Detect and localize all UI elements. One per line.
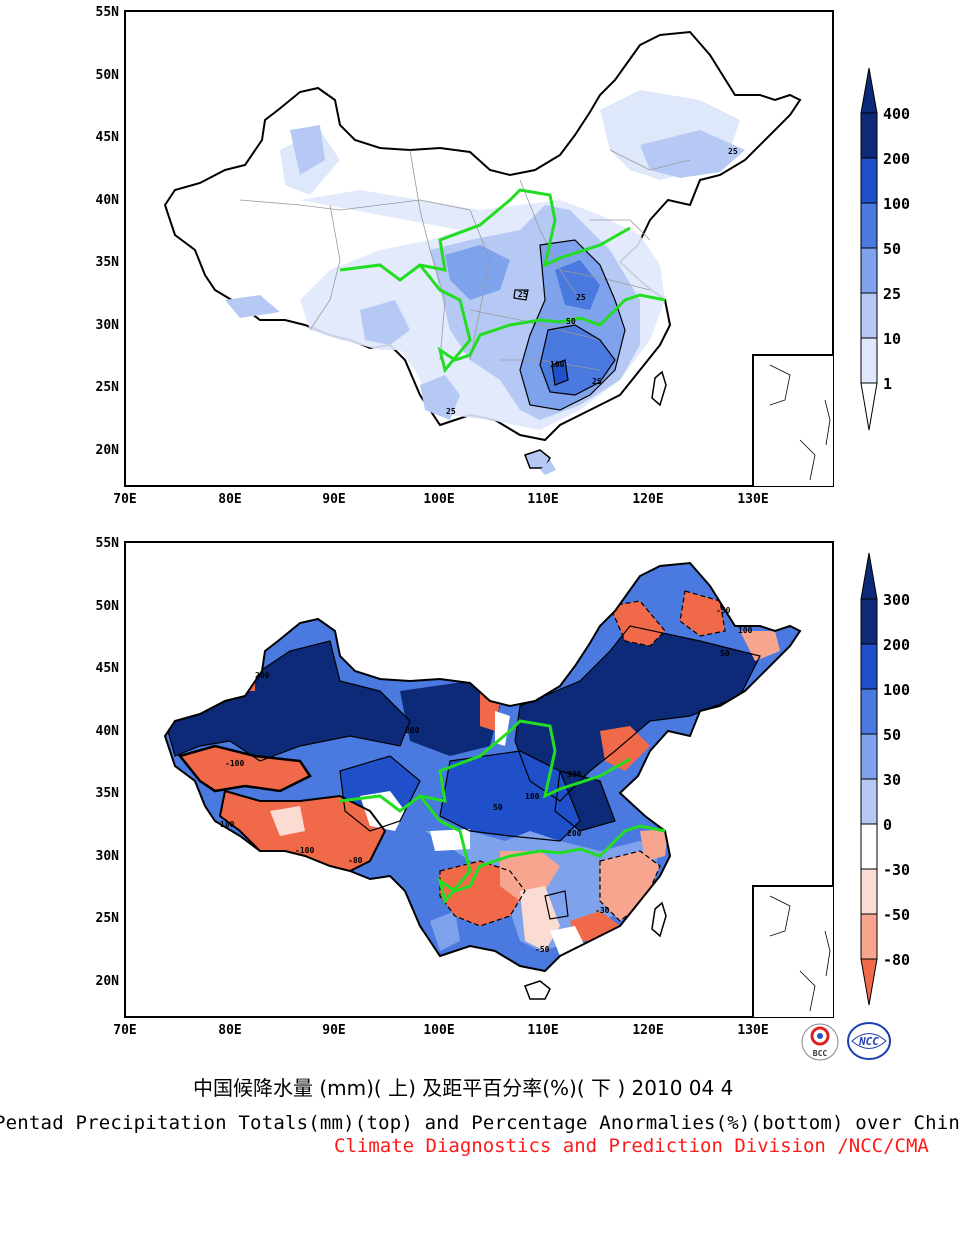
lon-tick-label: 120E bbox=[632, 492, 663, 507]
contour-label: -50 bbox=[716, 606, 731, 615]
lat-tick-label: 45N bbox=[96, 130, 120, 145]
lat-tick-label: 30N bbox=[96, 849, 120, 864]
lon-tick-label: 110E bbox=[527, 1023, 558, 1038]
lat-tick-label: 40N bbox=[96, 724, 120, 739]
china-outline bbox=[163, 561, 802, 973]
contour-label: 100 bbox=[738, 626, 753, 635]
contour-lines bbox=[165, 590, 761, 927]
english-title: Pentad Precipitation Totals(mm)(top) and… bbox=[0, 1112, 960, 1134]
contour-label: 50 bbox=[566, 317, 576, 326]
contour-label: 50 bbox=[493, 803, 503, 812]
colorbar-label: 25 bbox=[883, 285, 901, 303]
lon-tick-label: 100E bbox=[423, 492, 454, 507]
lat-tick-label: 45N bbox=[96, 661, 120, 676]
lon-tick-label: 70E bbox=[113, 1023, 136, 1038]
lon-tick-label: 130E bbox=[737, 1023, 768, 1038]
colorbar: 300 200 100 50 30 0 -30 -50 -80 bbox=[860, 552, 910, 1006]
lat-tick-label: 30N bbox=[96, 318, 120, 333]
south-china-sea-inset bbox=[752, 885, 833, 1017]
contour-label: -30 bbox=[595, 906, 610, 915]
contour-label: 100 bbox=[525, 792, 540, 801]
colorbar-label: 1 bbox=[883, 375, 892, 393]
colorbar-label: 50 bbox=[883, 240, 901, 258]
colorbar-label: 300 bbox=[883, 591, 910, 609]
lat-tick-label: 50N bbox=[96, 599, 120, 614]
lon-tick-label: 110E bbox=[527, 492, 558, 507]
lon-tick-label: 70E bbox=[113, 492, 136, 507]
lat-tick-label: 50N bbox=[96, 68, 120, 83]
contour-labels: 25 25 50 100 25 25 25 bbox=[446, 147, 738, 416]
lat-tick-label: 20N bbox=[96, 974, 120, 989]
colorbar-label: -30 bbox=[883, 861, 910, 879]
province-borders bbox=[239, 149, 691, 371]
lon-axis: 70E 80E 90E 100E 110E 120E 130E bbox=[113, 1023, 768, 1038]
contour-label: -100 bbox=[295, 846, 314, 855]
contour-label: -100 bbox=[225, 759, 244, 768]
contour-labels: 200 -100 100 50 100 300 200 -30 -50 -80 … bbox=[220, 606, 753, 954]
lat-tick-label: 55N bbox=[96, 536, 120, 551]
precipitation-anomaly-map: 200 -100 100 50 100 300 200 -30 -50 -80 … bbox=[96, 536, 911, 1038]
colorbar-label: 200 bbox=[883, 150, 910, 168]
colorbar: 400 200 100 50 25 10 1 bbox=[860, 67, 910, 431]
taiwan-island bbox=[651, 901, 667, 938]
contour-label: 200 bbox=[255, 671, 270, 680]
lat-tick-label: 35N bbox=[96, 786, 120, 801]
colorbar-label: 200 bbox=[883, 636, 910, 654]
lon-tick-label: 90E bbox=[322, 492, 345, 507]
contour-label: 25 bbox=[576, 293, 586, 302]
contour-label: 25 bbox=[728, 147, 738, 156]
colorbar-label: 100 bbox=[883, 681, 910, 699]
contour-label: 200 bbox=[567, 829, 582, 838]
lon-tick-label: 80E bbox=[218, 492, 241, 507]
bcc-logo: BCC bbox=[801, 1023, 839, 1061]
contour-label: 25 bbox=[592, 377, 602, 386]
lon-axis: 70E 80E 90E 100E 110E 120E 130E bbox=[113, 492, 768, 507]
contour-lines bbox=[513, 239, 626, 411]
lat-axis: 55N 50N 45N 40N 35N 30N 25N 20N bbox=[96, 536, 120, 989]
contour-label: 100 bbox=[550, 360, 565, 369]
lat-tick-label: 25N bbox=[96, 380, 120, 395]
lon-tick-label: 100E bbox=[423, 1023, 454, 1038]
lon-tick-label: 120E bbox=[632, 1023, 663, 1038]
lon-tick-label: 130E bbox=[737, 492, 768, 507]
lat-axis: 55N 50N 45N 40N 35N 30N 25N 20N bbox=[96, 5, 120, 458]
south-china-sea-inset bbox=[752, 354, 833, 486]
logo-text: BCC bbox=[813, 1049, 828, 1058]
colorbar-label: 0 bbox=[883, 816, 892, 834]
chinese-title: 中国候降水量 (mm)( 上) 及距平百分率(%)( 下 ) 2010 04 4 bbox=[193, 1076, 734, 1100]
taiwan-island bbox=[651, 370, 667, 407]
contour-label: 25 bbox=[446, 407, 456, 416]
colorbar-label: 10 bbox=[883, 330, 901, 348]
colorbar-label: -80 bbox=[883, 951, 910, 969]
colorbar-label: 100 bbox=[883, 195, 910, 213]
logo-text: NCC bbox=[858, 1035, 879, 1048]
contour-label: 100 bbox=[220, 820, 235, 829]
contour-label: 300 bbox=[567, 770, 582, 779]
major-rivers bbox=[339, 188, 666, 374]
lon-tick-label: 80E bbox=[218, 1023, 241, 1038]
colorbar-label: 50 bbox=[883, 726, 901, 744]
colorbar-label: 30 bbox=[883, 771, 901, 789]
hainan-island bbox=[524, 980, 551, 1000]
lat-tick-label: 35N bbox=[96, 255, 120, 270]
lat-tick-label: 55N bbox=[96, 5, 120, 20]
lat-tick-label: 20N bbox=[96, 443, 120, 458]
credit-line: Climate Diagnostics and Prediction Divis… bbox=[334, 1135, 929, 1157]
contour-label: -80 bbox=[348, 856, 363, 865]
contour-label: 25 bbox=[518, 290, 528, 299]
lat-tick-label: 25N bbox=[96, 911, 120, 926]
contour-label: -50 bbox=[535, 945, 550, 954]
major-rivers bbox=[339, 719, 666, 905]
contour-label: 200 bbox=[405, 726, 420, 735]
lat-tick-label: 40N bbox=[96, 193, 120, 208]
contour-label: 50 bbox=[720, 649, 730, 658]
lon-tick-label: 90E bbox=[322, 1023, 345, 1038]
precipitation-total-map: 25 25 50 100 25 25 25 55N 50N 45N 40N 35… bbox=[96, 5, 911, 507]
colorbar-label: 400 bbox=[883, 105, 910, 123]
colorbar-label: -50 bbox=[883, 906, 910, 924]
ncc-logo: NCC bbox=[847, 1022, 891, 1060]
